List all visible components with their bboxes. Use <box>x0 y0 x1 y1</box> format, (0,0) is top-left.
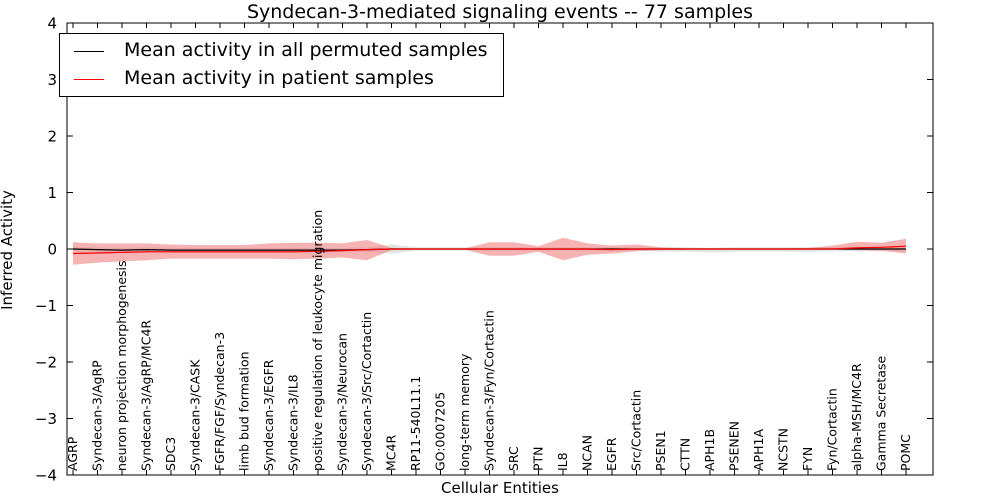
x-tick-label: Syndecan-3/Src/Cortactin <box>359 312 374 471</box>
x-tick-label: GO:0007205 <box>433 392 448 471</box>
x-tick-label: PSEN1 <box>653 430 668 471</box>
y-tick-label: 1 <box>47 184 57 202</box>
chart-title: Syndecan-3-mediated signaling events -- … <box>247 1 753 23</box>
x-tick-label: Syndecan-3/IL8 <box>286 374 301 471</box>
plot-frame <box>66 22 934 476</box>
x-tick-label: Syndecan-3/EGFR <box>261 359 276 471</box>
legend-swatch-permuted <box>74 51 104 52</box>
x-tick-label: FYN <box>800 447 815 471</box>
y-tick-label: −2 <box>35 354 57 372</box>
y-tick-label: 4 <box>47 15 57 33</box>
x-tick-label: PSENEN <box>727 421 742 471</box>
legend-item-patient: Mean activity in patient samples <box>60 65 503 93</box>
x-tick-label: PTN <box>531 446 546 471</box>
x-tick-label: AGRP <box>65 436 80 471</box>
x-tick-label: Syndecan-3/AgRP <box>90 360 105 471</box>
patient-band <box>73 237 906 265</box>
x-tick-label: RP11-540L11.1 <box>408 376 423 471</box>
y-tick-labels: 4 3 2 1 0 −1 −2 −3 −4 <box>35 15 57 485</box>
x-tick-label: alpha-MSH/MC4R <box>849 363 864 471</box>
x-tick-label: MC4R <box>384 435 399 471</box>
x-tick-label: POMC <box>898 434 913 471</box>
y-axis-label: Inferred Activity <box>0 190 16 310</box>
x-tick-label: Src/Cortactin <box>629 390 644 471</box>
x-tick-label: EGFR <box>604 437 619 471</box>
x-tick-label: Fyn/Cortactin <box>825 388 840 471</box>
series-lines <box>72 245 907 255</box>
y-tick-label: 0 <box>47 241 57 259</box>
x-tick-label: Syndecan-3/Neurocan <box>335 333 350 471</box>
x-tick-label: IL8 <box>555 452 570 471</box>
x-tick-label: positive regulation of leukocyte migrati… <box>310 210 325 471</box>
legend-item-permuted: Mean activity in all permuted samples <box>60 37 503 65</box>
legend: Mean activity in all permuted samples Me… <box>59 33 504 97</box>
x-axis-label: Cellular Entities <box>441 479 559 497</box>
x-tick-label: Syndecan-3/AgRP/MC4R <box>139 320 154 471</box>
x-tick-label: CTTN <box>678 438 693 471</box>
x-tick-label: NCAN <box>580 435 595 471</box>
legend-swatch-patient <box>74 79 104 80</box>
x-tick-label: SDC3 <box>163 437 178 471</box>
y-tick-label: 3 <box>47 71 57 89</box>
x-tick-label: neuron projection morphogenesis <box>114 260 129 471</box>
x-tick-label: Syndecan-3/Fyn/Cortactin <box>482 310 497 471</box>
x-tick-label: APH1B <box>702 429 717 471</box>
x-tick-label: NCSTN <box>776 428 791 471</box>
legend-label-patient: Mean activity in patient samples <box>124 67 434 89</box>
x-tick-label: limb bud formation <box>237 351 252 471</box>
x-tick-label: FGFR/FGF/Syndecan-3 <box>212 332 227 471</box>
x-tick-label: long-term memory <box>457 353 472 471</box>
y-tick-label: −4 <box>35 467 57 485</box>
patient-mean-line <box>72 245 907 255</box>
x-tick-label: Gamma Secretase <box>874 356 889 471</box>
x-tick-label: Syndecan-3/CASK <box>188 359 203 471</box>
y-tick-label: −1 <box>35 297 57 315</box>
x-tick-label: APH1A <box>751 429 766 471</box>
x-tick-labels: AGRP Syndecan-3/AgRP neuron projection mor… <box>65 210 913 471</box>
y-tick-label: 2 <box>47 128 57 146</box>
x-tick-label: SRC <box>506 446 521 471</box>
y-tick-label: −3 <box>35 410 57 428</box>
legend-label-permuted: Mean activity in all permuted samples <box>124 39 488 61</box>
